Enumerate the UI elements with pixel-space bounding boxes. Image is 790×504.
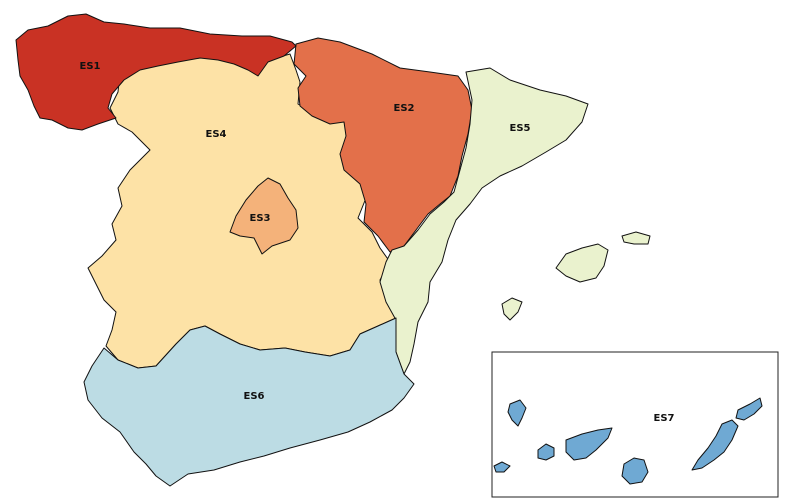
region-es5-mallorca[interactable] (555, 243, 609, 283)
region-es7-gran-canaria[interactable] (621, 457, 649, 485)
label-es7: ES7 (654, 413, 675, 424)
region-es3[interactable] (229, 177, 299, 255)
label-es1: ES1 (80, 61, 101, 72)
label-es2: ES2 (394, 103, 415, 114)
region-es7-el-hierro[interactable] (493, 461, 511, 473)
label-es3: ES3 (250, 213, 271, 224)
label-es6: ES6 (244, 391, 265, 402)
region-es7-la-gomera[interactable] (537, 443, 555, 461)
region-es5-menorca[interactable] (621, 231, 651, 245)
region-es5-ibiza[interactable] (501, 297, 523, 321)
region-es6[interactable] (83, 317, 415, 487)
region-es5[interactable] (379, 67, 589, 375)
region-es7-fuerteventura[interactable] (691, 419, 739, 471)
label-es5: ES5 (510, 123, 531, 134)
region-es7-la-palma[interactable] (507, 399, 527, 427)
label-es4: ES4 (206, 129, 227, 140)
region-es7-tenerife[interactable] (565, 427, 613, 461)
region-es7-lanzarote[interactable] (735, 397, 763, 421)
canary-islands-inset-frame (491, 351, 779, 498)
region-es1[interactable] (15, 13, 297, 131)
